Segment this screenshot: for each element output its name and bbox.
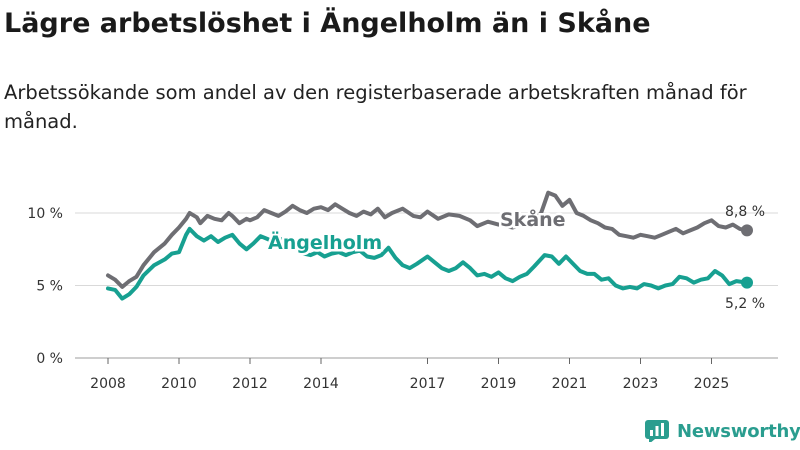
series-lines	[106, 190, 753, 301]
x-tick-label: 2010	[161, 376, 197, 392]
x-tick-label: 2017	[410, 376, 446, 392]
series-label-angelholm: Ängelholm	[268, 230, 382, 254]
chart-title: Lägre arbetslöshet i Ängelholm än i Skån…	[4, 8, 651, 39]
series-line-skane	[106, 190, 749, 289]
x-tick-label: 2023	[623, 376, 659, 392]
series-label-skane: Skåne	[500, 207, 566, 231]
y-tick-label: 10 %	[27, 206, 63, 222]
end-point-angelholm	[741, 276, 753, 289]
series-line-angelholm	[106, 226, 749, 301]
y-tick-label: 0 %	[36, 351, 63, 367]
x-tick-label: 2021	[552, 376, 588, 392]
end-label-skane: 8,8 %	[725, 204, 765, 220]
x-tick-label: 2025	[694, 376, 730, 392]
brand-logo: Newsworthy	[645, 420, 800, 442]
end-label-angelholm: 5,2 %	[725, 296, 765, 312]
y-axis-ticks: 0 % 5 % 10 %	[27, 206, 63, 367]
brand-name: Newsworthy	[677, 420, 800, 442]
x-tick-label: 2014	[303, 376, 339, 392]
series-labels: Skåne Ängelholm 8,8 % 5,2 %	[266, 204, 766, 312]
x-axis: 2008 2010 2012 2014 2017 2019 2021 2023 2025	[75, 357, 778, 392]
chart-subtitle: Arbetssökande som andel av den registerb…	[4, 81, 747, 133]
x-tick-label: 2008	[90, 376, 126, 392]
newsworthy-logo-icon	[645, 420, 669, 442]
y-tick-label: 5 %	[36, 279, 63, 295]
x-tick-label: 2012	[232, 376, 268, 392]
end-point-skane	[741, 224, 753, 237]
x-tick-label: 2019	[481, 376, 517, 392]
